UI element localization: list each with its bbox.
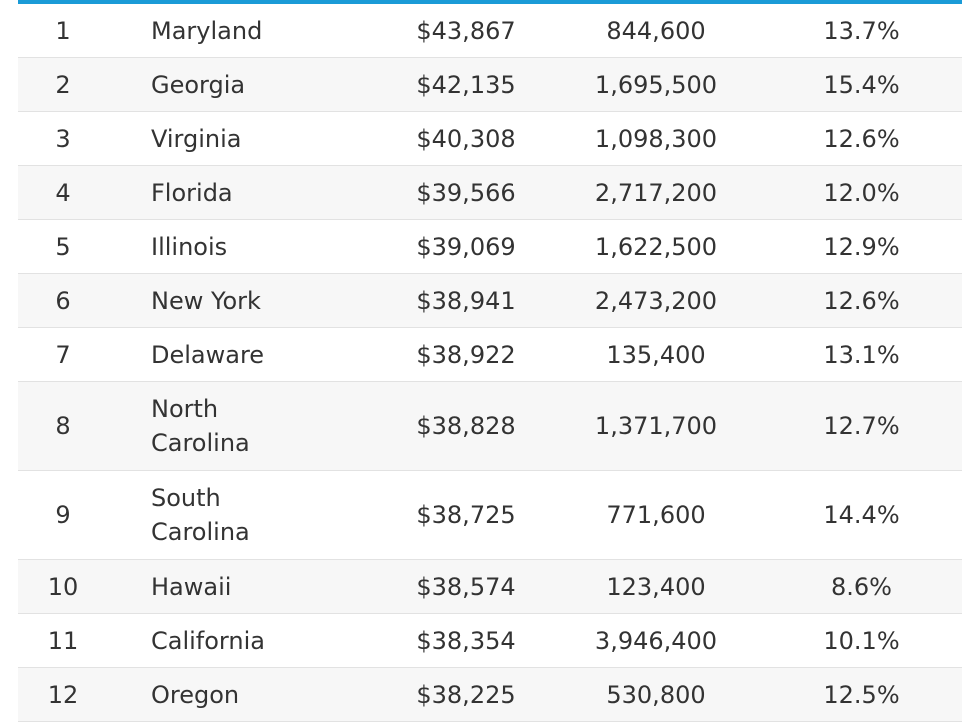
percent-cell: 12.9%	[761, 219, 962, 274]
table-row: 4 Florida $39,566 2,717,200 12.0%	[18, 165, 962, 220]
rank-cell: 1	[18, 4, 108, 58]
state-cell: Georgia	[108, 57, 381, 112]
table-row: 6 New York $38,941 2,473,200 12.6%	[18, 273, 962, 328]
employment-cell: 530,800	[551, 667, 761, 722]
state-cell: Oregon	[108, 667, 381, 722]
rank-cell: 11	[18, 613, 108, 668]
state-cell: Maryland	[108, 4, 381, 58]
percent-cell: 14.4%	[761, 470, 962, 560]
percent-cell: 13.1%	[761, 327, 962, 382]
table-row: 9 South Carolina $38,725 771,600 14.4%	[18, 470, 962, 560]
state-cell: Virginia	[108, 111, 381, 166]
employment-cell: 3,946,400	[551, 613, 761, 668]
salary-cell: $39,069	[381, 219, 551, 274]
table-top-accent-bar	[18, 0, 962, 4]
state-cell: California	[108, 613, 381, 668]
percent-cell: 12.5%	[761, 667, 962, 722]
percent-cell: 8.6%	[761, 559, 962, 614]
percent-cell: 12.0%	[761, 165, 962, 220]
salary-cell: $38,225	[381, 667, 551, 722]
state-cell: Florida	[108, 165, 381, 220]
salary-cell: $38,922	[381, 327, 551, 382]
employment-cell: 1,622,500	[551, 219, 761, 274]
percent-cell: 12.7%	[761, 381, 962, 471]
rank-cell: 7	[18, 327, 108, 382]
salary-cell: $42,135	[381, 57, 551, 112]
state-cell: South Carolina	[108, 470, 381, 560]
table-row: 8 North Carolina $38,828 1,371,700 12.7%	[18, 381, 962, 471]
employment-cell: 1,371,700	[551, 381, 761, 471]
salary-cell: $38,941	[381, 273, 551, 328]
percent-cell: 15.4%	[761, 57, 962, 112]
employment-cell: 123,400	[551, 559, 761, 614]
state-cell: North Carolina	[108, 381, 381, 471]
rankings-table-container: 1 Maryland $43,867 844,600 13.7% 2 Georgia $42,…	[18, 0, 962, 722]
rank-cell: 9	[18, 470, 108, 560]
salary-cell: $39,566	[381, 165, 551, 220]
employment-cell: 2,717,200	[551, 165, 761, 220]
rank-cell: 6	[18, 273, 108, 328]
salary-cell: $38,574	[381, 559, 551, 614]
state-cell: Delaware	[108, 327, 381, 382]
employment-cell: 135,400	[551, 327, 761, 382]
salary-cell: $40,308	[381, 111, 551, 166]
state-cell: New York	[108, 273, 381, 328]
employment-cell: 1,695,500	[551, 57, 761, 112]
rank-cell: 10	[18, 559, 108, 614]
rankings-table: 1 Maryland $43,867 844,600 13.7% 2 Georgia $42,…	[18, 4, 962, 722]
table-row: 12 Oregon $38,225 530,800 12.5%	[18, 667, 962, 722]
table-row: 2 Georgia $42,135 1,695,500 15.4%	[18, 57, 962, 112]
salary-cell: $43,867	[381, 4, 551, 58]
table-row: 7 Delaware $38,922 135,400 13.1%	[18, 327, 962, 382]
table-row: 3 Virginia $40,308 1,098,300 12.6%	[18, 111, 962, 166]
salary-cell: $38,354	[381, 613, 551, 668]
table-row: 1 Maryland $43,867 844,600 13.7%	[18, 4, 962, 58]
state-cell: Hawaii	[108, 559, 381, 614]
percent-cell: 12.6%	[761, 273, 962, 328]
employment-cell: 771,600	[551, 470, 761, 560]
salary-cell: $38,828	[381, 381, 551, 471]
table-row: 10 Hawaii $38,574 123,400 8.6%	[18, 559, 962, 614]
percent-cell: 13.7%	[761, 4, 962, 58]
employment-cell: 1,098,300	[551, 111, 761, 166]
rank-cell: 4	[18, 165, 108, 220]
percent-cell: 10.1%	[761, 613, 962, 668]
rank-cell: 12	[18, 667, 108, 722]
employment-cell: 2,473,200	[551, 273, 761, 328]
rank-cell: 5	[18, 219, 108, 274]
rankings-table-body: 1 Maryland $43,867 844,600 13.7% 2 Georgia $42,…	[18, 4, 962, 722]
table-row: 5 Illinois $39,069 1,622,500 12.9%	[18, 219, 962, 274]
table-row: 11 California $38,354 3,946,400 10.1%	[18, 613, 962, 668]
employment-cell: 844,600	[551, 4, 761, 58]
rank-cell: 3	[18, 111, 108, 166]
percent-cell: 12.6%	[761, 111, 962, 166]
rank-cell: 8	[18, 381, 108, 471]
rank-cell: 2	[18, 57, 108, 112]
salary-cell: $38,725	[381, 470, 551, 560]
state-cell: Illinois	[108, 219, 381, 274]
